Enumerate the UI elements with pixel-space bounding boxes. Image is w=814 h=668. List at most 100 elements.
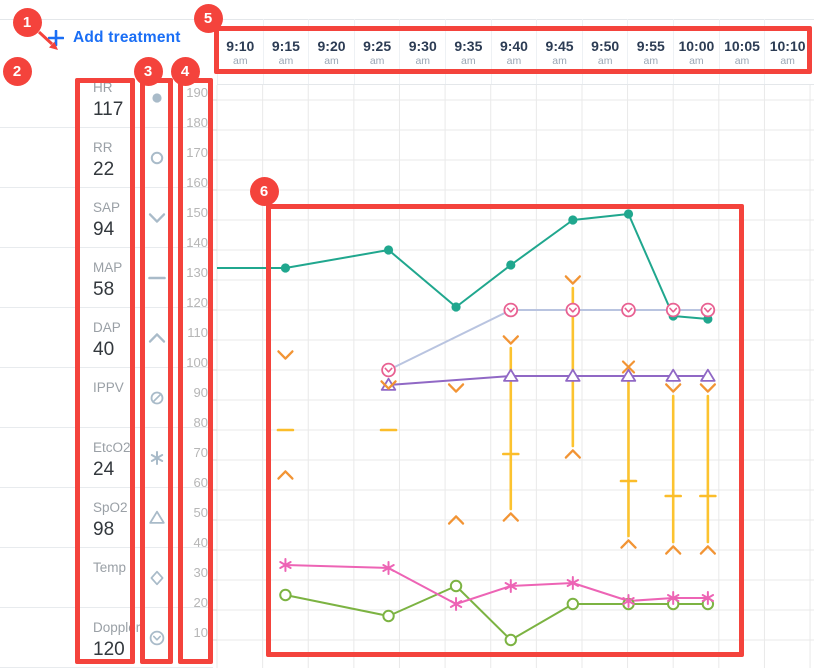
time-col-1000: 10:00 am [673,19,719,84]
time-label: 9:15 [271,38,300,54]
meridiem-label: am [552,55,567,67]
vitals-chart[interactable] [213,85,814,668]
vital-row-etco2[interactable]: EtcO2 24 [0,428,213,488]
vital-value: 117 [93,99,124,120]
triangle-icon [145,506,169,530]
vital-row-map[interactable]: MAP 58 [0,248,213,308]
vital-value: 98 [93,519,115,540]
vital-value: 22 [93,159,115,180]
vital-row-ippv[interactable]: IPPV [0,368,213,428]
vital-label: Temp [93,560,127,575]
y-tick-80: 80 [193,415,208,430]
vital-row-sap[interactable]: SAP 94 [0,188,213,248]
meridiem-label: am [597,55,613,67]
meridiem-label: am [780,55,795,67]
meridiem-label: am [415,55,431,67]
y-tick-90: 90 [193,385,208,400]
vital-row-rr[interactable]: RR 22 [0,128,213,188]
time-col-915: 9:15 am [262,19,309,84]
meridiem-label: am [278,55,294,67]
vital-label: IPPV [93,380,124,395]
add-treatment-label: Add treatment [73,29,181,46]
time-label: 9:20 [317,38,346,54]
time-col-925: 9:25 am [353,19,400,84]
vital-label: Doppler [93,620,141,635]
meridiem-label: am [369,55,385,67]
chevron-down-icon [145,206,169,230]
top-divider [0,19,814,20]
plus-icon [48,30,64,46]
y-tick-50: 50 [193,505,208,520]
chevron-up-icon [145,326,169,350]
time-label: 9:30 [408,38,437,54]
y-tick-60: 60 [193,475,208,490]
add-treatment-button[interactable]: Add treatment [48,29,181,47]
time-label: 9:25 [363,38,392,54]
time-col-935: 9:35 am [445,19,491,84]
vital-label: HR [93,80,113,95]
diamond-icon [145,566,169,590]
circle-chevron-down-icon [145,626,169,650]
time-label: 9:10 [226,38,255,54]
y-tick-160: 160 [186,175,208,190]
meridiem-label: am [324,55,339,67]
y-tick-100: 100 [186,355,208,370]
vital-value: 94 [93,219,115,240]
meridiem-label: am [506,55,522,67]
dot-icon [145,86,169,110]
slash-circle-icon [145,386,169,410]
time-col-920: 9:20 am [308,19,354,84]
time-label: 10:00 [678,38,715,54]
vital-row-hr[interactable]: HR 117 [0,68,213,128]
time-label: 9:35 [454,38,483,54]
vital-label: MAP [93,260,123,275]
y-tick-40: 40 [193,535,208,550]
y-tick-170: 170 [186,145,208,160]
time-label: 10:05 [724,38,760,54]
dash-icon [145,266,169,290]
y-tick-120: 120 [186,295,208,310]
meridiem-label: am [233,55,248,67]
vital-value: 24 [93,459,115,480]
vital-row-temp[interactable]: Temp [0,548,213,608]
y-tick-70: 70 [193,445,208,460]
y-tick-30: 30 [193,565,208,580]
time-col-910: 9:10 am [217,19,263,84]
time-axis-header: 9:10 am 9:15 am 9:20 am 9:25 am 9:30 am 9:35 … [217,19,814,85]
circle-icon [145,146,169,170]
y-tick-10: 10 [193,625,208,640]
vital-value: 58 [93,279,115,300]
y-tick-140: 140 [186,235,208,250]
time-col-1010: 10:10 am [764,19,810,84]
y-tick-110: 110 [187,325,208,340]
vital-value: 120 [93,639,125,660]
asterisk-icon [145,446,169,470]
y-tick-180: 180 [186,115,208,130]
time-col-930: 9:30 am [399,19,445,84]
meridiem-label: am [734,55,750,67]
meridiem-label: am [643,55,659,67]
time-col-1005: 10:05 am [718,19,765,84]
vital-value: 40 [93,339,115,360]
vital-label: EtcO2 [93,440,131,455]
meridiem-label: am [461,55,476,67]
vital-row-spo2[interactable]: SpO2 98 [0,488,213,548]
vital-label: RR [93,140,113,155]
time-label: 10:10 [769,38,806,54]
y-tick-130: 130 [186,265,208,280]
y-tick-150: 150 [186,205,208,220]
meridiem-label: am [689,55,704,67]
time-label: 9:50 [591,38,620,54]
callout-badge-1: 1 [12,7,42,37]
y-tick-20: 20 [193,595,208,610]
time-col-940: 9:40 am [490,19,537,84]
time-label: 9:40 [499,38,528,54]
time-label: 9:55 [636,38,665,54]
vital-row-dap[interactable]: DAP 40 [0,308,213,368]
time-col-945: 9:45 am [536,19,582,84]
vital-label: SpO2 [93,500,128,515]
y-tick-190: 190 [186,85,208,100]
time-label: 9:45 [545,38,574,54]
time-col-950: 9:50 am [581,19,628,84]
